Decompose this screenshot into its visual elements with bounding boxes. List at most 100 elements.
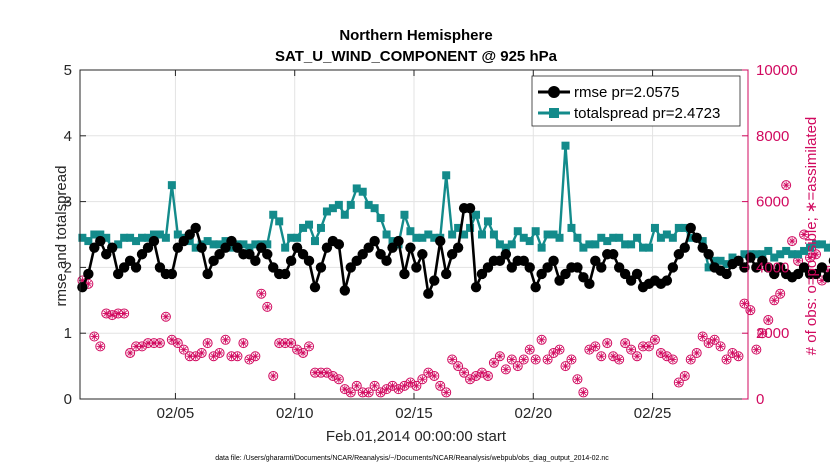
obs-marker xyxy=(673,377,684,388)
obs-marker xyxy=(262,301,273,312)
totalspread-point xyxy=(561,141,570,150)
rmse-point xyxy=(309,281,321,293)
rmse-point xyxy=(667,262,679,273)
rmse-point xyxy=(381,255,392,267)
totalspread-point xyxy=(615,233,624,242)
rmse-point xyxy=(202,268,213,280)
rmse-point xyxy=(214,249,225,260)
rmse-point xyxy=(244,249,255,260)
obs-marker xyxy=(626,344,637,355)
totalspread-point xyxy=(811,240,820,249)
totalspread-point xyxy=(245,243,254,252)
rmse-point xyxy=(619,268,631,280)
y-axis-left: 0 1 2 3 4 5 xyxy=(64,62,86,408)
obs-marker xyxy=(602,338,613,349)
rmse-point xyxy=(393,235,404,247)
totalspread-point xyxy=(466,223,475,232)
obs-marker xyxy=(351,380,362,391)
obs-marker xyxy=(709,334,720,345)
y-axis-right: 0 2000 4000 6000 8000 10000 xyxy=(742,62,798,408)
rmse-point xyxy=(166,268,178,280)
obs-marker xyxy=(250,351,261,362)
totalspread-point xyxy=(305,220,314,229)
rmse-point xyxy=(118,262,130,273)
obs-marker xyxy=(667,354,678,365)
obs-marker xyxy=(554,344,565,355)
rmse-point xyxy=(572,262,583,273)
obs-marker xyxy=(172,338,183,349)
rmse-point xyxy=(250,255,261,267)
rmse-point xyxy=(333,239,345,250)
totalspread-point xyxy=(358,187,367,196)
rmse-point xyxy=(417,249,428,260)
totalspread-point xyxy=(299,223,308,232)
totalspread-point xyxy=(412,233,421,242)
obs-marker xyxy=(137,341,148,352)
totalspread-point xyxy=(132,237,141,246)
rmse-point xyxy=(279,268,291,280)
x-tick-label: 02/20 xyxy=(515,405,553,422)
legend-spread-label: totalspread pr=2.4723 xyxy=(574,105,720,122)
totalspread-point xyxy=(740,250,749,259)
totalspread-point xyxy=(609,233,618,242)
totalspread-point xyxy=(102,233,111,242)
rmse-point xyxy=(285,255,297,267)
rmse-point xyxy=(89,242,100,253)
totalspread-point xyxy=(239,240,248,249)
obs-marker xyxy=(441,387,452,398)
totalspread-point xyxy=(621,240,630,249)
totalspread-point xyxy=(185,237,194,246)
rmse-point xyxy=(172,242,184,253)
rmse-point xyxy=(262,249,273,260)
obs-marker xyxy=(739,298,750,309)
totalspread-point xyxy=(639,243,648,252)
totalspread-point xyxy=(424,230,433,239)
rmse-point xyxy=(590,255,601,267)
totalspread-point xyxy=(728,253,737,262)
totalspread-point xyxy=(155,230,164,239)
rmse-point xyxy=(363,242,374,253)
obs-marker xyxy=(649,334,660,345)
chart-title: Northern Hemisphere xyxy=(339,27,492,44)
obs-marker xyxy=(429,370,440,381)
obs-marker xyxy=(560,361,571,372)
totalspread-point xyxy=(472,210,481,219)
totalspread-point xyxy=(149,230,158,239)
rmse-point xyxy=(798,262,810,273)
rmse-point xyxy=(470,281,482,293)
totalspread-point xyxy=(388,237,397,246)
obs-marker xyxy=(399,380,410,391)
obs-marker xyxy=(178,344,189,355)
obs-marker xyxy=(733,351,744,362)
rmse-point xyxy=(77,281,88,293)
y2-tick-label: 2000 xyxy=(756,325,789,342)
rmse-point xyxy=(548,255,559,267)
totalspread-point xyxy=(90,230,99,239)
rmse-point xyxy=(769,268,780,280)
totalspread-point xyxy=(549,230,558,239)
totalspread-point xyxy=(513,227,522,236)
totalspread-point xyxy=(519,233,528,242)
obs-marker xyxy=(769,295,780,306)
totalspread-point xyxy=(328,204,337,213)
rmse-point xyxy=(554,275,565,286)
totalspread-point xyxy=(823,243,830,252)
rmse-point xyxy=(733,255,744,267)
rmse-point xyxy=(303,255,315,267)
totalspread-point xyxy=(221,237,230,246)
rmse-point xyxy=(208,255,219,267)
totalspread-point xyxy=(489,230,498,239)
obs-marker xyxy=(202,338,213,349)
obs-marker xyxy=(590,341,601,352)
obs-marker xyxy=(220,334,231,345)
obs-marker xyxy=(596,351,607,362)
totalspread-point xyxy=(364,200,373,209)
rmse-point xyxy=(810,268,822,280)
y-tick-label: 5 xyxy=(64,62,72,79)
rmse-point xyxy=(190,222,201,234)
rmse-point xyxy=(387,242,398,253)
obs-marker xyxy=(608,351,619,362)
rmse-point xyxy=(464,202,476,214)
totalspread-point xyxy=(477,230,486,239)
totalspread-point xyxy=(722,260,731,269)
